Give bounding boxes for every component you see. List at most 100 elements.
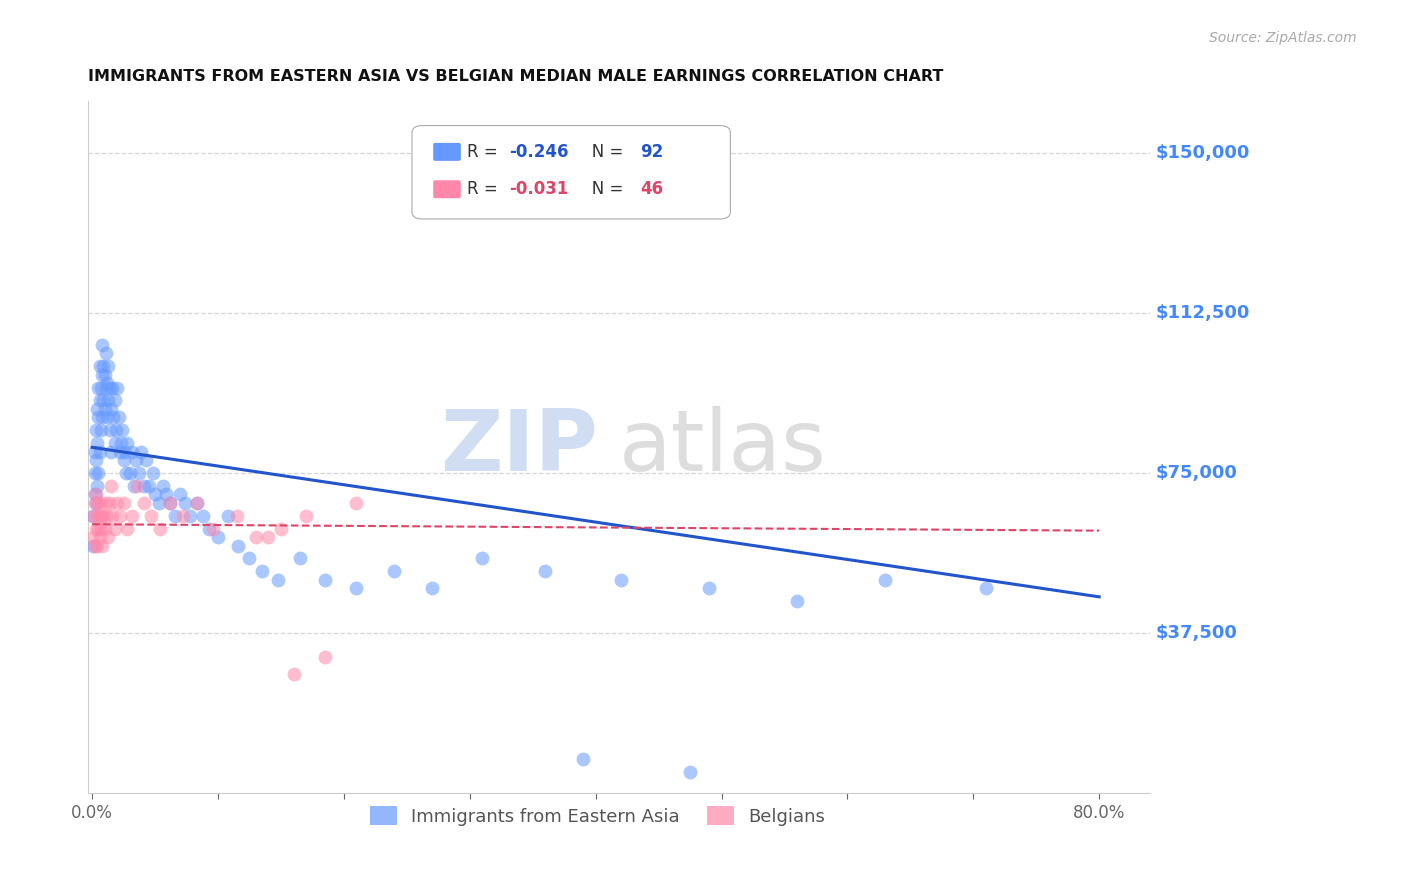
Point xyxy=(572,752,595,766)
Point xyxy=(91,368,114,382)
Point xyxy=(346,582,368,596)
FancyBboxPatch shape xyxy=(433,143,461,161)
Text: -0.031: -0.031 xyxy=(509,180,569,198)
Point xyxy=(679,764,702,779)
Text: R =: R = xyxy=(467,180,503,198)
Point xyxy=(84,487,107,501)
Point xyxy=(534,564,557,578)
Point xyxy=(165,508,187,523)
Text: N =: N = xyxy=(576,143,628,161)
Point xyxy=(86,479,108,493)
Point xyxy=(117,436,139,450)
Point xyxy=(90,380,112,394)
Text: ZIP: ZIP xyxy=(440,406,598,489)
Point xyxy=(117,522,139,536)
Text: $112,500: $112,500 xyxy=(1156,304,1250,322)
Point xyxy=(82,508,104,523)
Point xyxy=(786,594,808,608)
Point xyxy=(100,479,122,493)
Point xyxy=(96,376,118,391)
Point xyxy=(98,380,121,394)
Point xyxy=(143,487,166,501)
Point xyxy=(115,466,138,480)
Point xyxy=(86,401,108,416)
Point xyxy=(100,444,122,458)
Point xyxy=(98,423,121,437)
Point xyxy=(83,444,105,458)
Text: IMMIGRANTS FROM EASTERN ASIA VS BELGIAN MEDIAN MALE EARNINGS CORRELATION CHART: IMMIGRANTS FROM EASTERN ASIA VS BELGIAN … xyxy=(89,69,943,84)
Point xyxy=(270,522,292,536)
Legend: Immigrants from Eastern Asia, Belgians: Immigrants from Eastern Asia, Belgians xyxy=(363,799,832,833)
Point xyxy=(169,487,191,501)
Text: $37,500: $37,500 xyxy=(1156,624,1237,642)
Point xyxy=(250,564,273,578)
Point xyxy=(186,496,208,510)
Point xyxy=(82,539,104,553)
Text: N =: N = xyxy=(576,180,628,198)
Point xyxy=(697,582,720,596)
Point xyxy=(82,530,104,544)
Point xyxy=(471,551,494,566)
Point xyxy=(159,496,181,510)
Point xyxy=(112,453,135,467)
Point xyxy=(97,359,120,374)
Point xyxy=(132,496,155,510)
Point xyxy=(314,573,336,587)
Point xyxy=(93,393,115,408)
Point xyxy=(90,423,112,437)
Point xyxy=(238,551,260,566)
Point xyxy=(159,496,181,510)
Point xyxy=(152,479,174,493)
Point xyxy=(149,522,172,536)
Point xyxy=(93,522,115,536)
Point xyxy=(141,508,163,523)
Point xyxy=(82,508,104,523)
Point xyxy=(89,444,111,458)
Point xyxy=(172,508,194,523)
Point xyxy=(91,508,114,523)
Point xyxy=(141,466,163,480)
Point xyxy=(97,393,120,408)
Point xyxy=(128,466,150,480)
Point xyxy=(610,573,633,587)
Point xyxy=(83,539,105,553)
Point xyxy=(103,410,125,425)
Text: Source: ZipAtlas.com: Source: ZipAtlas.com xyxy=(1209,31,1357,45)
Point xyxy=(288,551,311,566)
Point xyxy=(87,496,110,510)
Point xyxy=(122,479,145,493)
Point xyxy=(295,508,318,523)
Point xyxy=(93,508,115,523)
Point xyxy=(104,436,127,450)
Point xyxy=(118,466,141,480)
Point xyxy=(875,573,897,587)
Point xyxy=(110,436,132,450)
Point xyxy=(87,522,110,536)
Point xyxy=(138,479,160,493)
Point xyxy=(198,522,221,536)
Point xyxy=(84,522,107,536)
FancyBboxPatch shape xyxy=(433,180,461,198)
Point xyxy=(382,564,405,578)
Text: 92: 92 xyxy=(640,143,664,161)
Point xyxy=(94,380,117,394)
Point xyxy=(107,410,129,425)
Point xyxy=(105,496,128,510)
Point xyxy=(346,496,368,510)
Point xyxy=(90,522,112,536)
Point xyxy=(83,466,105,480)
Point xyxy=(125,453,148,467)
Point xyxy=(89,359,111,374)
Point xyxy=(104,522,127,536)
Point xyxy=(89,508,111,523)
Point xyxy=(84,423,107,437)
Point xyxy=(127,479,149,493)
Point xyxy=(201,522,224,536)
Point xyxy=(97,530,120,544)
Point xyxy=(105,380,128,394)
Point xyxy=(245,530,267,544)
Point xyxy=(93,359,115,374)
Point xyxy=(89,530,111,544)
Point xyxy=(90,496,112,510)
Point xyxy=(314,649,336,664)
